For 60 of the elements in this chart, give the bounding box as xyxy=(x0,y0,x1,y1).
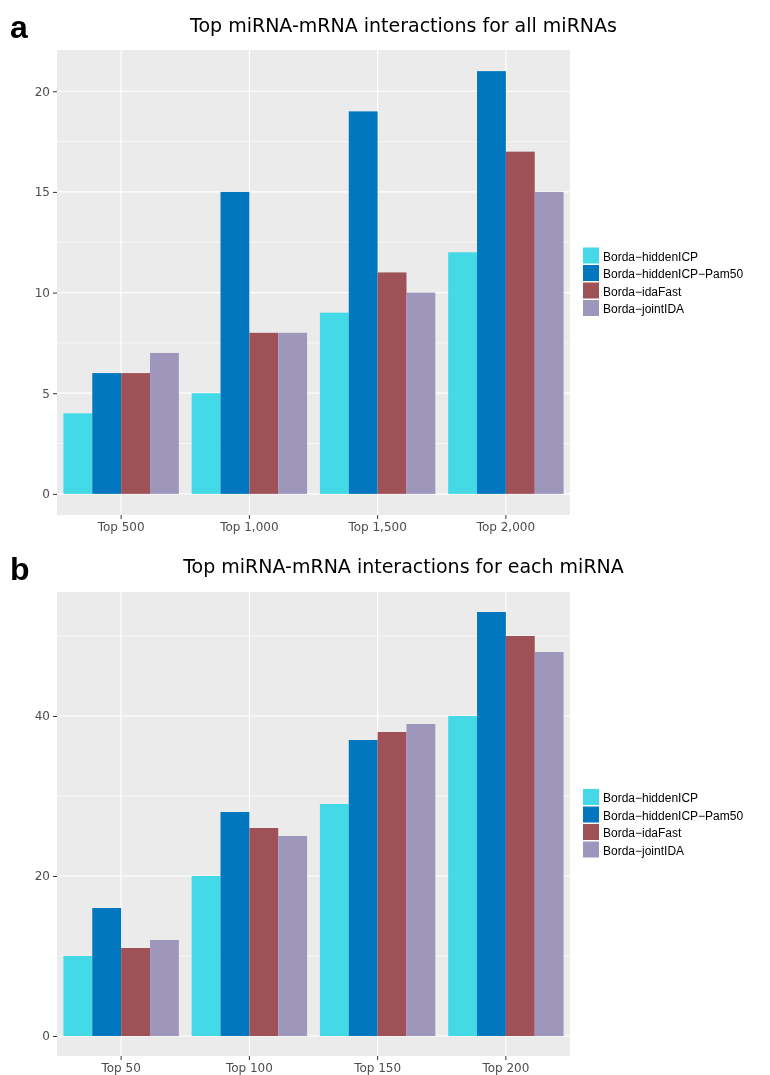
legend-label: Borda−hiddenICP−Pam50 xyxy=(603,267,744,281)
legend-label: Borda−hiddenICP−Pam50 xyxy=(603,808,744,823)
x-tick-label: Top 1,000 xyxy=(219,519,279,534)
bar xyxy=(191,876,221,1036)
bar xyxy=(477,612,506,1036)
bar xyxy=(220,191,250,494)
chart-title: Top miRNA-mRNA interactions for all miRNAs xyxy=(189,14,617,36)
bar xyxy=(121,373,150,494)
bar xyxy=(448,252,478,494)
y-tick-label: 0 xyxy=(42,487,50,502)
x-tick-label: Top 500 xyxy=(96,519,145,534)
y-tick-label: 10 xyxy=(34,285,50,300)
text: b xyxy=(10,551,30,587)
bar xyxy=(377,272,407,494)
y-tick-label: 15 xyxy=(34,185,50,200)
y-tick-label: 0 xyxy=(42,1029,50,1044)
bar xyxy=(249,828,279,1036)
bar xyxy=(348,111,378,494)
legend-label: Borda−idaFast xyxy=(603,826,683,840)
y-tick-label: 20 xyxy=(34,869,50,884)
y-tick-label: 20 xyxy=(34,84,50,99)
bar xyxy=(377,732,407,1036)
bar xyxy=(92,373,122,494)
legend-label: Borda−jointIDA xyxy=(603,843,685,858)
bar xyxy=(249,332,279,494)
bar xyxy=(534,652,564,1036)
bar xyxy=(505,636,535,1036)
bar xyxy=(534,191,564,494)
bar xyxy=(149,940,179,1036)
bar xyxy=(348,740,378,1036)
bar xyxy=(319,804,349,1036)
y-tick-label: 40 xyxy=(34,709,50,724)
bar xyxy=(63,413,93,494)
bar xyxy=(92,908,122,1036)
legend-label: Borda−hiddenICP xyxy=(603,791,699,805)
y-tick-label: 5 xyxy=(42,386,50,401)
bar xyxy=(278,836,308,1036)
x-tick-label: Top 1,500 xyxy=(347,519,407,534)
bar xyxy=(406,724,436,1036)
bar xyxy=(278,332,308,494)
bar xyxy=(448,716,478,1036)
bar xyxy=(319,312,349,494)
bar xyxy=(63,956,93,1036)
bar xyxy=(149,352,179,494)
x-tick-label: Top 100 xyxy=(224,1060,273,1075)
legend-label: Borda−hiddenICP xyxy=(603,249,699,264)
x-tick-label: Top 200 xyxy=(481,1060,530,1075)
bar xyxy=(477,71,506,494)
bar xyxy=(505,151,535,494)
legend-label: Borda−jointIDA xyxy=(603,302,685,316)
legend-label: Borda−idaFast xyxy=(603,284,683,299)
bar xyxy=(220,812,250,1036)
x-tick-label: Top 50 xyxy=(100,1060,141,1075)
text: a xyxy=(10,9,28,45)
bar xyxy=(191,393,221,494)
chart-title: Top miRNA-mRNA interactions for each miRNA xyxy=(182,555,624,577)
bar xyxy=(406,292,436,494)
x-tick-label: Top 2,000 xyxy=(475,519,536,534)
x-tick-label: Top 150 xyxy=(353,1060,402,1075)
bar xyxy=(121,948,150,1036)
